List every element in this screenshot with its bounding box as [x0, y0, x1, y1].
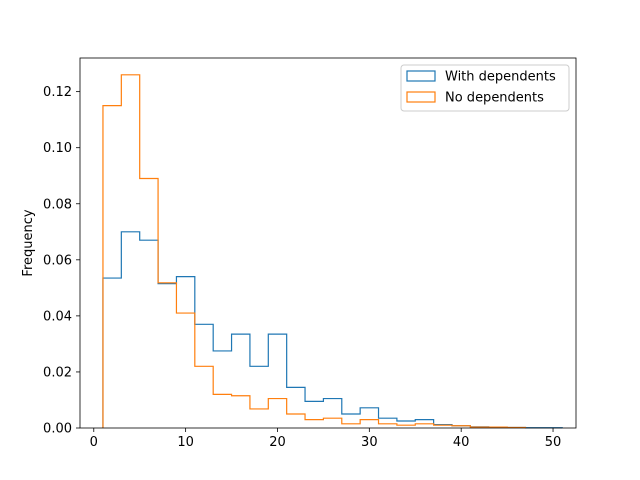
y-tick-label: 0.06: [43, 253, 72, 268]
axes-frame: [79, 57, 577, 429]
y-axis-label: Frequency: [21, 209, 36, 276]
legend: With dependents No dependents: [400, 64, 570, 112]
x-tick-label: 30: [361, 435, 378, 450]
y-tick-label: 0.08: [43, 197, 72, 212]
y-axis-ticks: 0.00 0.02 0.04 0.06 0.08 0.10 0.12: [43, 85, 80, 437]
y-tick-label: 0.02: [43, 365, 72, 380]
legend-label: With dependents: [445, 70, 556, 85]
x-tick-label: 20: [269, 435, 286, 450]
y-tick-label: 0.10: [43, 141, 72, 156]
legend-swatch: [406, 70, 436, 82]
x-tick-label: 40: [453, 435, 470, 450]
x-tick-label: 10: [177, 435, 194, 450]
y-tick-label: 0.04: [43, 309, 72, 324]
y-tick-label: 0.12: [43, 85, 72, 100]
x-tick-label: 0: [90, 435, 98, 450]
series-layer: [102, 74, 563, 429]
legend-box: [400, 64, 570, 112]
x-tick-label: 50: [545, 435, 562, 450]
series-step-2: [102, 74, 527, 429]
legend-label: No dependents: [445, 91, 544, 106]
legend-swatch: [406, 91, 436, 103]
x-axis-ticks: 0 10 20 30 40 50: [90, 428, 562, 450]
y-tick-label: 0.00: [43, 422, 72, 437]
